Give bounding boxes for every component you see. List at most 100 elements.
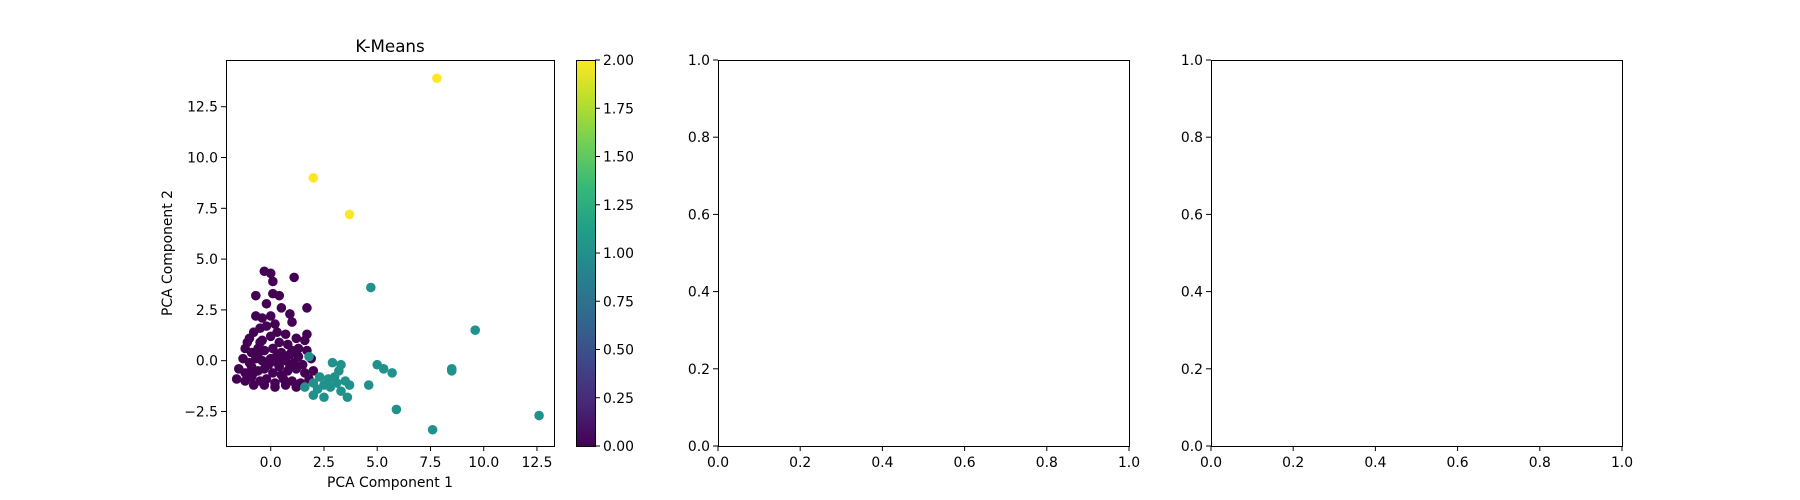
data-point-cluster-0 [265, 331, 276, 342]
data-point-cluster-1 [304, 351, 314, 362]
data-point-cluster-1 [342, 392, 353, 403]
colorbar-gradient [576, 60, 595, 446]
data-point-cluster-0 [261, 321, 272, 331]
kmeans-y-tick-label: −2.5 [184, 404, 218, 420]
data-point-cluster-1 [336, 386, 346, 396]
data-point-cluster-0 [248, 327, 259, 338]
panel-3-x-tick-label: 0.2 [1282, 455, 1304, 471]
data-point-cluster-1 [470, 325, 480, 336]
panel-2-x-tick-label: 0.0 [707, 455, 729, 471]
data-point-cluster-0 [253, 349, 263, 360]
colorbar-tick-label: 1.00 [603, 246, 634, 262]
data-point-cluster-0 [291, 382, 302, 392]
data-point-cluster-1 [308, 390, 319, 401]
panel-3-x-tick-label: 0.0 [1200, 455, 1222, 471]
kmeans-x-axis-label: PCA Component 1 [327, 475, 453, 491]
panel-2-y-tick-label: 0.8 [688, 130, 710, 146]
kmeans-panel: K-Means 0.0 2.5 5.0 7.5 10.0 12.5 −2.5 0.0 2.5 5… [160, 36, 555, 491]
data-point-cluster-0 [231, 374, 242, 384]
data-point-cluster-0 [287, 317, 297, 327]
panel-2-plot-frame [718, 60, 1130, 447]
data-point-cluster-2 [432, 73, 442, 84]
data-point-cluster-0 [291, 333, 302, 344]
colorbar-tick-label: 0.25 [603, 391, 634, 407]
kmeans-y-tick-label: 5.0 [196, 252, 218, 268]
panel-3-x-tick-label: 1.0 [1611, 455, 1633, 471]
data-point-cluster-1 [427, 424, 438, 435]
data-point-cluster-0 [263, 359, 274, 370]
panel-2-x-tick-label: 0.4 [871, 455, 893, 471]
data-point-cluster-0 [274, 337, 285, 348]
data-point-cluster-2 [308, 173, 319, 183]
panel-2-x-tick-label: 0.8 [1036, 455, 1058, 471]
panel-2-y-tick-label: 1.0 [688, 53, 710, 69]
kmeans-y-tick-label: 10.0 [187, 151, 218, 167]
kmeans-y-tick-label: 12.5 [187, 100, 218, 116]
panel-2-y-tick-label: 0.0 [688, 439, 710, 455]
kmeans-title: K-Means [355, 36, 424, 56]
panel-3-x-ticks: 0.0 0.2 0.4 0.6 0.8 1.0 [1200, 446, 1633, 471]
data-point-cluster-0 [261, 298, 272, 309]
data-point-cluster-1 [534, 410, 544, 421]
data-point-cluster-0 [242, 337, 253, 348]
data-point-cluster-0 [270, 382, 280, 392]
data-point-cluster-1 [387, 368, 397, 378]
panel-2-y-ticks: 0.0 0.2 0.4 0.6 0.8 1.0 [688, 53, 718, 455]
data-point-cluster-0 [300, 335, 310, 346]
colorbar-tick-label: 0.75 [603, 294, 634, 310]
kmeans-y-ticks: −2.5 0.0 2.5 5.0 7.5 10.0 12.5 [184, 100, 226, 420]
kmeans-points [231, 73, 544, 435]
data-point-cluster-0 [272, 349, 282, 360]
data-point-cluster-0 [308, 366, 319, 376]
data-point-cluster-0 [276, 303, 287, 313]
kmeans-y-axis-label: PCA Component 2 [160, 190, 176, 316]
data-point-cluster-1 [344, 380, 355, 390]
data-point-cluster-1 [319, 392, 329, 403]
empty-panel-3: 0.0 0.2 0.4 0.6 0.8 1.0 0.0 0.2 0.4 0.6 0.8 1.0 [1181, 53, 1633, 471]
data-point-cluster-0 [285, 309, 295, 319]
data-point-cluster-0 [248, 380, 259, 390]
data-point-cluster-2 [344, 209, 355, 220]
data-point-cluster-0 [274, 290, 285, 301]
data-point-cluster-1 [391, 404, 402, 415]
data-point-cluster-0 [248, 368, 259, 378]
colorbar-tick-label: 1.75 [603, 101, 634, 117]
data-point-cluster-0 [276, 370, 287, 380]
data-point-cluster-1 [446, 366, 457, 376]
data-point-cluster-1 [363, 380, 374, 390]
colorbar-tick-label: 2.00 [603, 53, 634, 69]
panel-3-y-ticks: 0.0 0.2 0.4 0.6 0.8 1.0 [1181, 53, 1211, 455]
data-point-cluster-0 [302, 303, 312, 313]
data-point-cluster-0 [287, 345, 297, 356]
panel-2-y-tick-label: 0.2 [688, 362, 710, 378]
data-point-cluster-0 [280, 329, 291, 340]
panel-3-x-tick-label: 0.6 [1447, 455, 1469, 471]
panel-3-y-tick-label: 0.0 [1181, 439, 1203, 455]
data-point-cluster-1 [366, 282, 376, 293]
colorbar-tick-label: 1.50 [603, 150, 634, 166]
data-point-cluster-0 [268, 276, 278, 287]
data-point-cluster-1 [325, 382, 336, 392]
kmeans-y-tick-label: 2.5 [196, 303, 218, 319]
panel-2-y-tick-label: 0.4 [688, 285, 710, 301]
panel-3-y-tick-label: 0.8 [1181, 130, 1203, 146]
data-point-cluster-0 [257, 313, 268, 323]
data-point-cluster-0 [259, 380, 270, 390]
data-point-cluster-0 [270, 319, 280, 329]
colorbar-tick-label: 0.50 [603, 343, 634, 359]
panel-3-y-tick-label: 0.2 [1181, 362, 1203, 378]
data-point-cluster-0 [289, 272, 299, 283]
panel-3-x-tick-label: 0.8 [1529, 455, 1551, 471]
data-point-cluster-0 [268, 368, 278, 378]
panel-3-y-tick-label: 0.4 [1181, 285, 1203, 301]
colorbar: 0.00 0.25 0.50 0.75 1.00 1.25 1.50 1.75 2.00 [576, 53, 634, 455]
kmeans-y-tick-label: 0.0 [196, 354, 218, 370]
colorbar-tick-label: 0.00 [603, 439, 634, 455]
colorbar-ticks: 0.00 0.25 0.50 0.75 1.00 1.25 1.50 1.75 2.00 [595, 53, 634, 455]
panel-3-x-tick-label: 0.4 [1364, 455, 1386, 471]
kmeans-x-tick-label: 7.5 [419, 455, 441, 471]
kmeans-x-tick-label: 5.0 [366, 455, 388, 471]
kmeans-plot-frame [226, 60, 555, 447]
panel-2-x-ticks: 0.0 0.2 0.4 0.6 0.8 1.0 [707, 446, 1140, 471]
panel-2-y-tick-label: 0.6 [688, 207, 710, 223]
